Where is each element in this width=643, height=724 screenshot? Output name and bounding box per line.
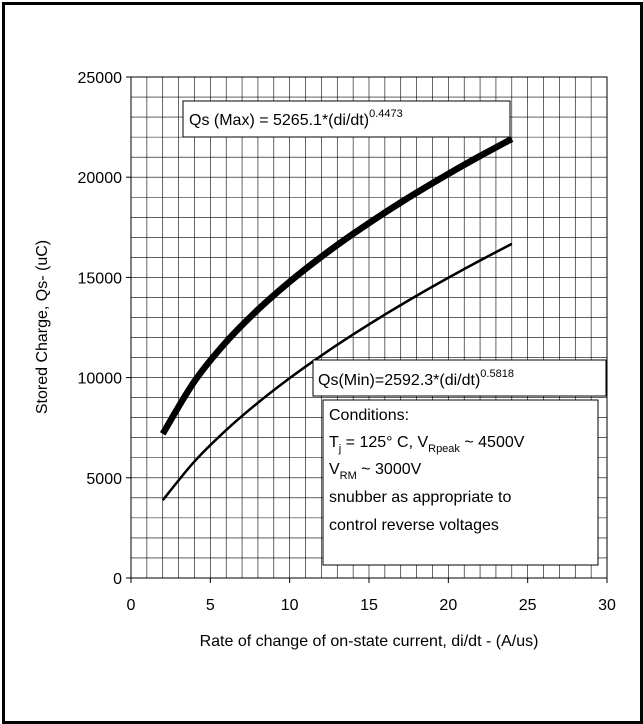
y-tick-label: 10000 [78,371,123,388]
y-tick-label: 20000 [78,170,123,187]
conditions-line-1: Tj = 125° C, VRpeak ~ 4500V [329,434,525,455]
conditions-box [322,399,599,566]
x-tick-label: 25 [519,597,537,614]
x-axis: 0 5 10 15 20 25 30 [127,578,616,614]
x-tick-label: 0 [127,597,136,614]
y-axis: 0 5000 10000 15000 20000 25000 [78,70,131,588]
y-tick-label: 0 [113,571,122,588]
max-equation-box [182,100,511,138]
series-line-min [161,242,513,501]
conditions-line-3: snubber as appropriate to [329,489,511,506]
x-axis-label: Rate of change of on-state current, di/d… [200,633,539,650]
min-equation-box [312,359,607,397]
conditions-line-2: VRM ~ 3000V [329,461,422,482]
y-axis-label: Stored Charge, Qs- (uC) [34,240,51,414]
x-tick-label: 20 [439,597,457,614]
x-tick-label: 15 [360,597,378,614]
min-equation-label: Qs(Min)=2592.3*(di/dt)0.5818 [318,368,514,389]
max-equation-label: Qs (Max) = 5265.1*(di/dt)0.4473 [189,108,403,129]
conditions-title: Conditions: [329,407,409,424]
x-tick-label: 10 [281,597,299,614]
y-tick-label: 5000 [86,471,122,488]
x-tick-label: 30 [598,597,616,614]
conditions-line-4: control reverse voltages [329,517,499,534]
x-tick-label: 5 [206,597,215,614]
y-tick-label: 25000 [78,70,123,87]
y-tick-label: 15000 [78,270,123,287]
series-line-max [159,136,514,436]
